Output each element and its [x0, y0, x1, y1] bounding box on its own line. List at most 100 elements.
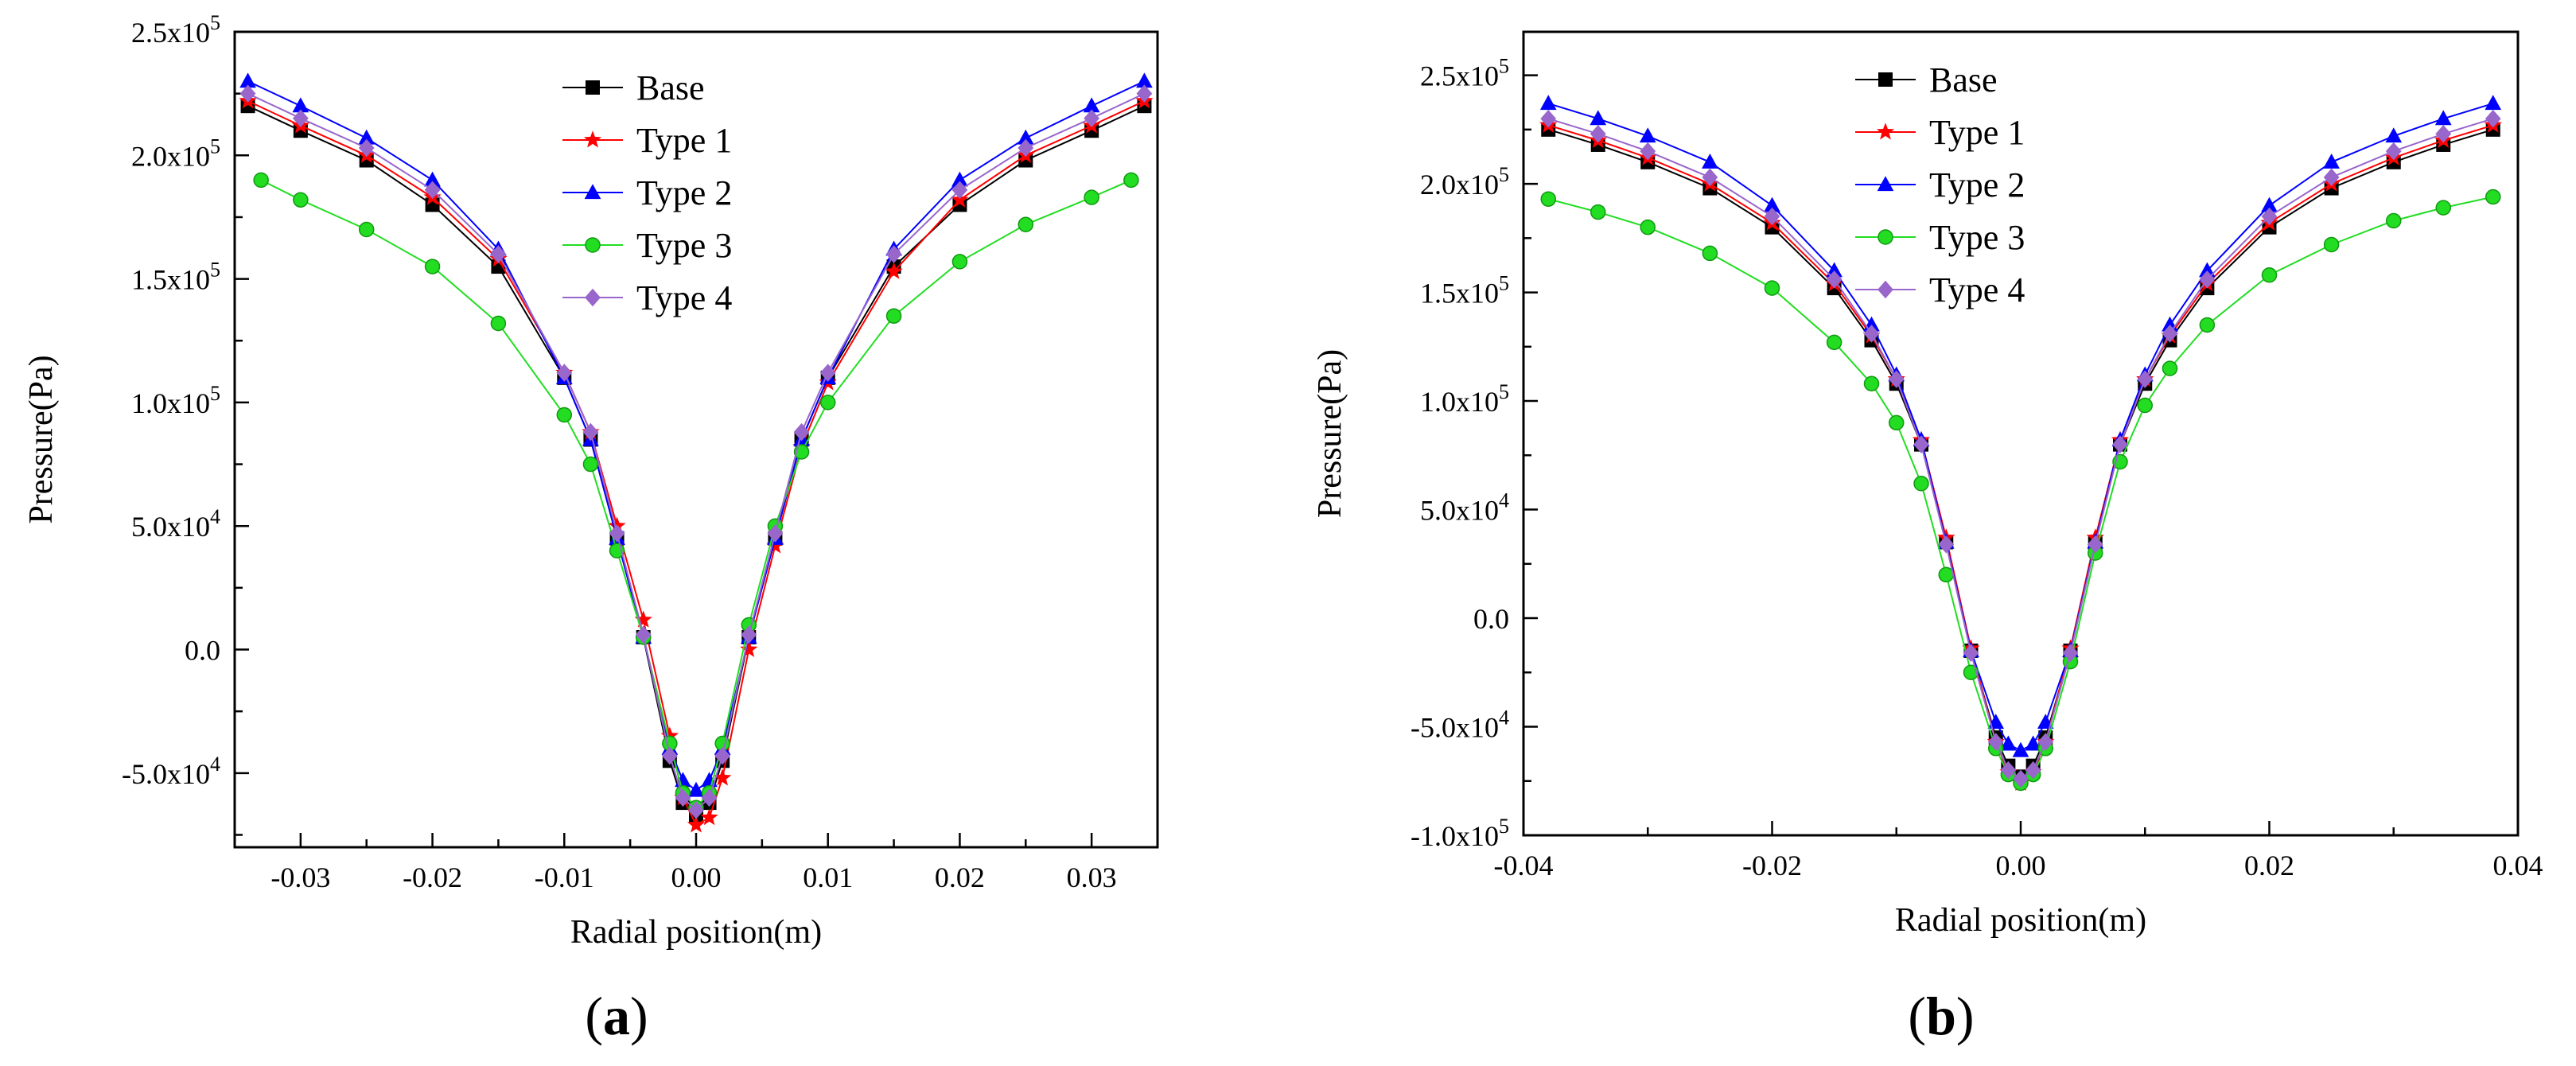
data-point: [1640, 219, 1656, 235]
data-point: [1938, 566, 1954, 583]
data-point: [819, 364, 836, 382]
x-tick-label: 0.02: [2244, 850, 2294, 881]
data-point: [424, 171, 441, 187]
legend-label: Type 4: [636, 278, 732, 317]
legend-label: Base: [1929, 60, 1998, 99]
data-point: [1963, 664, 1979, 681]
data-point: [2261, 207, 2278, 226]
data-point: [951, 190, 969, 208]
x-tick-label: 0.01: [803, 862, 853, 893]
data-point: [2485, 109, 2501, 128]
y-tick-label: 5.0x104: [131, 505, 220, 543]
y-axis-title: Pressure(Pa): [1312, 349, 1348, 518]
data-layer: [1539, 95, 2502, 792]
data-point: [634, 610, 652, 628]
data-point: [635, 625, 652, 644]
data-point: [2087, 535, 2103, 554]
data-point: [1889, 414, 1905, 431]
data-layer: [239, 72, 1154, 833]
data-point: [2025, 735, 2041, 751]
x-tick-label: -0.03: [270, 862, 330, 893]
data-point: [2199, 270, 2216, 289]
y-tick-label: 0.0: [185, 635, 220, 667]
legend-label: Base: [636, 68, 705, 107]
data-point: [675, 788, 691, 807]
data-point: [293, 192, 309, 208]
data-point: [951, 171, 968, 187]
data-point: [1826, 334, 1843, 351]
legend-marker: [585, 288, 601, 307]
data-point: [2037, 733, 2054, 751]
data-point: [1136, 72, 1153, 88]
data-point: [1764, 207, 1780, 226]
data-point: [2435, 125, 2452, 143]
data-point: [2137, 370, 2154, 389]
data-point: [1590, 110, 1607, 126]
data-point: [1888, 370, 1905, 389]
data-point: [1702, 168, 1718, 187]
y-tick-label: 1.5x105: [1420, 272, 1509, 309]
x-tick-label: -0.02: [1742, 850, 1802, 881]
series-type-4: [1540, 109, 2501, 788]
data-point: [1863, 325, 1880, 343]
legend-label: Type 2: [1929, 165, 2025, 204]
data-point: [1540, 109, 1557, 128]
data-point: [885, 245, 902, 263]
chart-panel-a: -0.03 -0.02 -0.01 0.00 0.01 0.02 0.03 -5.0x104 0…: [23, 11, 1159, 1046]
data-point: [1017, 129, 1034, 145]
data-point: [490, 315, 507, 332]
y-tick-label: -1.0x105: [1411, 815, 1509, 852]
y-tick-label: 0.0: [1473, 603, 1509, 635]
data-point: [1938, 535, 1955, 554]
chart-panel-b: -0.04 -0.02 0.00 0.02 0.04 -1.0x105 -5.0x104 0.…: [1312, 30, 2543, 1046]
data-point: [741, 625, 757, 644]
data-point: [885, 308, 902, 324]
y-tick-label: 5.0x104: [1420, 489, 1509, 527]
series-type-4: [239, 84, 1153, 819]
x-tick-label: 0.00: [1996, 850, 2046, 881]
data-point: [1136, 84, 1153, 103]
data-point: [1590, 125, 1606, 143]
data-point: [951, 181, 968, 200]
data-point: [951, 254, 968, 270]
data-point: [424, 181, 441, 200]
data-point: [2323, 168, 2340, 187]
legend-label: Type 4: [1929, 270, 2025, 309]
data-point: [885, 262, 903, 279]
data-point: [2112, 435, 2128, 453]
data-point: [1987, 733, 2004, 751]
data-point: [2000, 735, 2017, 751]
legend-label: Type 1: [1929, 113, 2025, 152]
data-point: [2199, 262, 2216, 278]
data-point: [2199, 317, 2216, 333]
data-point: [687, 781, 705, 797]
data-point: [1702, 245, 1718, 262]
data-point: [358, 129, 376, 145]
x-tick-label: 0.00: [671, 862, 722, 893]
data-point: [253, 172, 269, 189]
data-point: [2261, 266, 2278, 283]
x-axis-title: Radial position(m): [1895, 902, 2146, 939]
x-tick-label: -0.04: [1494, 850, 1554, 881]
data-point: [556, 407, 573, 423]
y-tick-label: -5.0x104: [122, 753, 220, 790]
x-tick-label: 0.04: [2493, 850, 2543, 881]
series-type-3: [253, 172, 1139, 816]
data-point: [1963, 644, 1979, 662]
data-point: [1084, 189, 1099, 205]
data-point: [700, 808, 718, 826]
data-point: [2385, 142, 2402, 161]
data-point: [1084, 109, 1100, 127]
legend-marker: [1878, 72, 1893, 87]
data-point: [2137, 397, 2153, 414]
data-point: [2261, 196, 2278, 212]
y-tick-label: 2.0x105: [131, 134, 220, 172]
x-axis-title: Radial position(m): [570, 914, 822, 951]
data-point: [688, 801, 704, 819]
data-point: [1913, 435, 1929, 453]
x-tick-label: 0.02: [935, 862, 985, 893]
data-point: [292, 109, 309, 127]
data-point: [660, 726, 679, 744]
data-point: [490, 245, 507, 263]
